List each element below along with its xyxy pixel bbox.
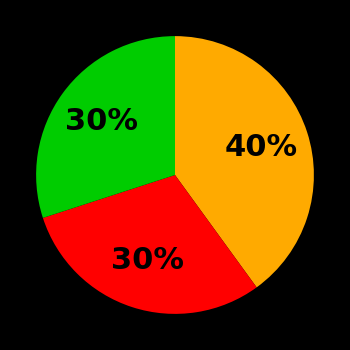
Text: 30%: 30% xyxy=(111,246,184,275)
Wedge shape xyxy=(36,36,175,218)
Text: 40%: 40% xyxy=(224,133,298,162)
Wedge shape xyxy=(43,175,257,314)
Wedge shape xyxy=(175,36,314,287)
Text: 30%: 30% xyxy=(65,107,139,136)
